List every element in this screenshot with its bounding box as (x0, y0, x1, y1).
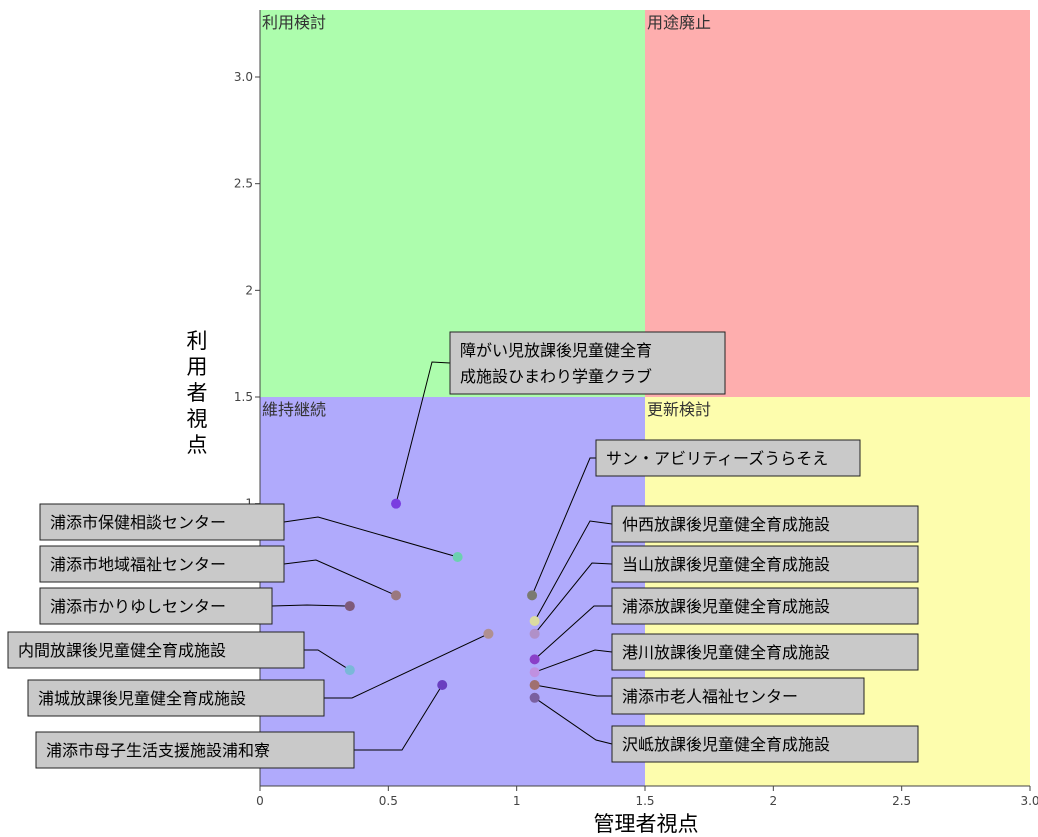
data-point-10 (529, 654, 540, 665)
callout-box-9 (611, 545, 919, 583)
callout-box-0 (449, 331, 726, 395)
leader-line-4 (304, 649, 351, 671)
leader-line-3 (271, 604, 350, 607)
data-point-5 (483, 628, 494, 639)
leader-line-11 (534, 649, 613, 673)
callout-box-1 (39, 503, 285, 541)
callout-box-12 (611, 677, 865, 715)
callout-label-1: 浦添市保健相談センター (50, 513, 226, 532)
quadrant-label-3: 更新検討 (647, 400, 711, 419)
leader-line-13 (534, 697, 613, 745)
leader-line-1 (283, 516, 458, 558)
x-tick-label-2: 1 (513, 794, 521, 808)
x-tick-label-0: 0 (256, 794, 264, 808)
y-tick-label-3: 2 (245, 283, 253, 297)
callout-label-0: 障がい児放課後児童健全育成施設ひまわり学童クラブ (460, 341, 652, 386)
data-point-11 (529, 667, 540, 678)
leader-line-5 (324, 633, 489, 699)
callout-5: 浦城放課後児童健全育成施設 (27, 679, 325, 717)
leader-line-8 (534, 520, 613, 622)
data-point-7 (527, 590, 538, 601)
callout-box-4 (7, 631, 305, 669)
leader-line-6 (354, 684, 443, 751)
callout-10: 浦添放課後児童健全育成施設 (611, 587, 919, 625)
x-tick-label-5: 2.5 (892, 794, 911, 808)
data-point-4 (344, 665, 355, 676)
data-point-1 (452, 552, 463, 563)
leader-line-12 (534, 684, 612, 697)
callout-labels: 障がい児放課後児童健全育成施設ひまわり学童クラブ浦添市保健相談センター浦添市地域… (7, 331, 919, 769)
data-point-8 (529, 616, 540, 627)
callout-11: 港川放課後児童健全育成施設 (611, 633, 919, 671)
callout-box-6 (35, 731, 355, 769)
data-point-3 (344, 601, 355, 612)
callout-8: 仲西放課後児童健全育成施設 (611, 505, 919, 543)
data-point-9 (529, 628, 540, 639)
data-point-12 (529, 680, 540, 691)
callout-6: 浦添市母子生活支援施設浦和寮 (35, 731, 355, 769)
x-tick-label-3: 1.5 (635, 794, 654, 808)
callout-box-2 (39, 545, 285, 583)
callout-1: 浦添市保健相談センター (39, 503, 285, 541)
callout-2: 浦添市地域福祉センター (39, 545, 285, 583)
callout-label-6: 浦添市母子生活支援施設浦和寮 (46, 741, 270, 760)
x-ticks: 0 0.5 1 1.5 2 2.5 3.0 (256, 786, 1038, 808)
quadrant-label-2: 維持継続 (262, 400, 326, 419)
leader-line-2 (283, 559, 397, 596)
callout-label-5: 浦城放課後児童健全育成施設 (38, 689, 246, 708)
callout-label-3: 浦添市かりゆしセンター (50, 597, 226, 616)
callout-box-7 (595, 439, 861, 477)
callout-label-9: 当山放課後児童健全育成施設 (622, 555, 830, 574)
data-point-13 (529, 692, 540, 703)
data-points (344, 498, 540, 703)
leader-line-7 (531, 457, 596, 596)
callout-box-11 (611, 633, 919, 671)
callout-label-2: 浦添市地域福祉センター (50, 555, 226, 574)
callout-box-3 (39, 587, 273, 625)
callout-label-13: 沢岻放課後児童健全育成施設 (622, 735, 830, 754)
callout-9: 当山放課後児童健全育成施設 (611, 545, 919, 583)
data-point-6 (437, 680, 448, 691)
y-tick-label-2: 1.5 (234, 390, 253, 404)
callout-12: 浦添市老人福祉センター (611, 677, 865, 715)
quadrant-label-1: 用途廃止 (647, 13, 711, 32)
callout-box-5 (27, 679, 325, 717)
callout-4: 内間放課後児童健全育成施設 (7, 631, 305, 669)
callout-3: 浦添市かりゆしセンター (39, 587, 273, 625)
y-tick-label-4: 2.5 (234, 177, 253, 191)
x-tick-label-6: 3.0 (1020, 794, 1038, 808)
quadrant-2 (260, 397, 645, 786)
quadrant-label-0: 利用検討 (262, 13, 326, 32)
leader-line-10 (534, 605, 612, 660)
callout-label-12: 浦添市老人福祉センター (622, 687, 798, 706)
callout-label-11: 港川放課後児童健全育成施設 (622, 643, 830, 662)
callout-7: サン・アビリティーズうらそえ (595, 439, 861, 477)
callout-label-4: 内間放課後児童健全育成施設 (18, 641, 226, 660)
x-tick-label-4: 2 (770, 794, 778, 808)
callout-box-13 (611, 725, 919, 763)
callout-box-10 (611, 587, 919, 625)
callout-13: 沢岻放課後児童健全育成施設 (611, 725, 919, 763)
callout-label-8: 仲西放課後児童健全育成施設 (622, 515, 830, 534)
x-tick-label-1: 0.5 (379, 794, 398, 808)
data-point-2 (391, 590, 402, 601)
callout-label-7: サン・アビリティーズうらそえ (606, 449, 828, 468)
data-point-0 (391, 498, 402, 509)
callout-0: 障がい児放課後児童健全育成施設ひまわり学童クラブ (449, 331, 726, 395)
leader-line-9 (534, 562, 613, 635)
y-axis-title: 利用者視点 (187, 329, 208, 457)
callout-box-8 (611, 505, 919, 543)
callout-label-10: 浦添放課後児童健全育成施設 (622, 597, 830, 616)
leader-line-0 (395, 361, 451, 504)
x-axis-title: 管理者視点 (594, 812, 699, 836)
y-tick-label-5: 3.0 (234, 70, 253, 84)
callout-leader-lines (271, 361, 613, 751)
